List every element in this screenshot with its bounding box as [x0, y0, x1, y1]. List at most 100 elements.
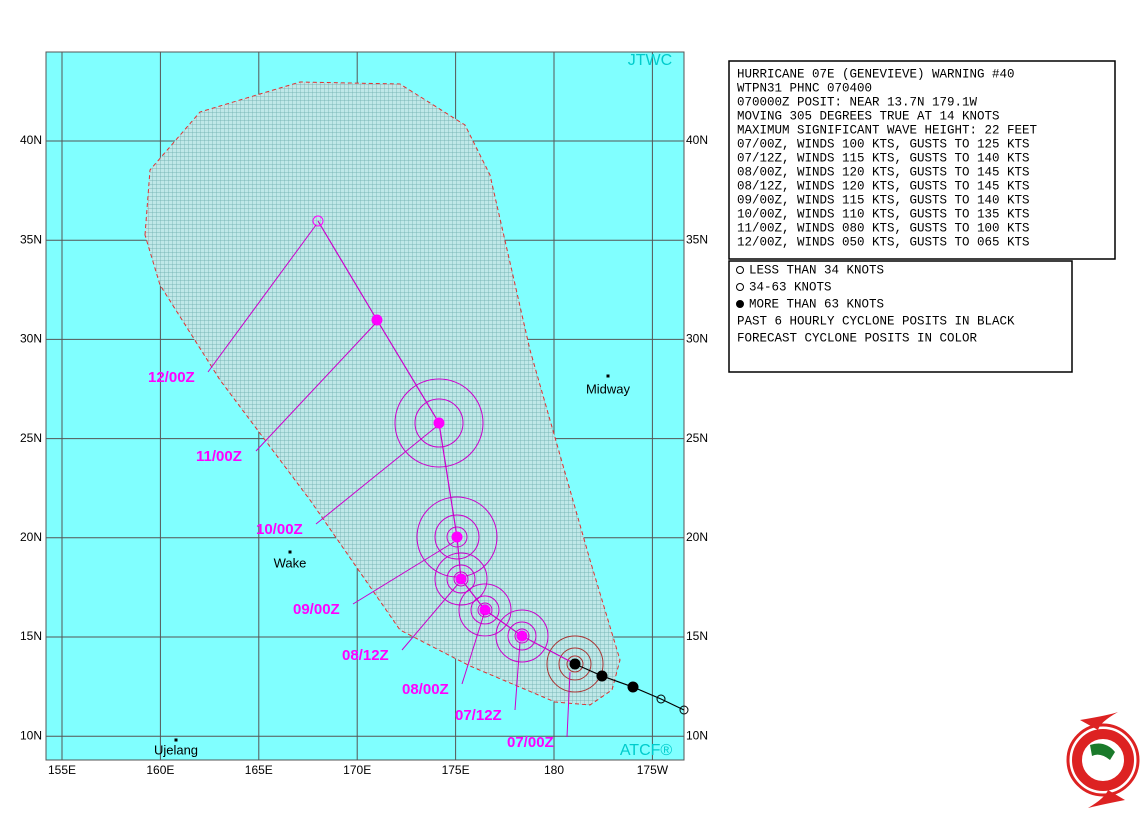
- place-label: Ujelang: [154, 742, 198, 757]
- info: HURRICANE 07E (GENEVIEVE) WARNING #40WTP…: [736, 67, 1038, 345]
- wind-radius: [434, 552, 488, 606]
- wind-radius: [477, 602, 493, 618]
- wind-radius: [453, 571, 469, 587]
- forecast-label: 07/12Z: [455, 707, 502, 724]
- lat-label: 30N: [20, 332, 42, 346]
- wind-radius: [546, 635, 604, 693]
- lat-label: 10N: [686, 728, 708, 742]
- wind-radius: [458, 583, 512, 637]
- forecast-cone: [144, 81, 621, 706]
- lon-label: 160E: [146, 763, 174, 777]
- forecast-label: 07/00Z: [507, 734, 554, 751]
- wind-radius: [414, 398, 464, 448]
- forecast-position: [312, 215, 324, 227]
- lat-label: 25N: [686, 431, 708, 445]
- lon-label: 165E: [245, 763, 273, 777]
- place-label: Midway: [586, 381, 631, 396]
- lat-label: 20N: [20, 530, 42, 544]
- lat-label: 25N: [20, 431, 42, 445]
- label-leader: [401, 583, 459, 651]
- legend-symbol: [736, 283, 744, 291]
- forecast-label: 11/00Z: [196, 448, 242, 465]
- warning-line: 07/00Z, WINDS 100 KTS, GUSTS TO 125 KTS: [737, 137, 1030, 151]
- place-marker: [606, 374, 610, 378]
- lat-label: 10N: [20, 728, 42, 742]
- warning-line: 11/00Z, WINDS 080 KTS, GUSTS TO 100 KTS: [737, 221, 1030, 235]
- lat-label: 40N: [686, 133, 708, 147]
- lat-label: 20N: [686, 530, 708, 544]
- warning-line: 08/00Z, WINDS 120 KTS, GUSTS TO 145 KTS: [737, 165, 1030, 179]
- forecast-position: [371, 314, 383, 326]
- forecast-label: 12/00Z: [148, 369, 195, 386]
- legend-line: MORE THAN 63 KNOTS: [749, 297, 884, 311]
- wind-radius: [507, 621, 537, 651]
- past-position: [679, 705, 689, 715]
- lat-label: 40N: [20, 133, 42, 147]
- wind-radius: [558, 647, 592, 681]
- place-marker: [288, 550, 292, 554]
- wind-radius: [434, 514, 480, 560]
- legend-line: FORECAST CYCLONE POSITS IN COLOR: [737, 331, 978, 345]
- warning-line: 070000Z POSIT: NEAR 13.7N 179.1W: [737, 95, 978, 109]
- lat-label: 30N: [686, 332, 708, 346]
- warning-line: 12/00Z, WINDS 050 KTS, GUSTS TO 065 KTS: [737, 235, 1030, 249]
- warning-line: 07/12Z, WINDS 115 KTS, GUSTS TO 140 KTS: [737, 151, 1030, 165]
- label-leader: [514, 641, 521, 711]
- warning-line: 08/12Z, WINDS 120 KTS, GUSTS TO 145 KTS: [737, 179, 1030, 193]
- wind-radius: [470, 595, 500, 625]
- label-leader: [315, 426, 437, 525]
- label-leader: [566, 671, 571, 738]
- forecast-label: 10/00Z: [256, 521, 303, 538]
- lon-label: 175E: [442, 763, 470, 777]
- warning-line: MAXIMUM SIGNIFICANT WAVE HEIGHT: 22 FEET: [737, 123, 1038, 137]
- legend-line: 34-63 KNOTS: [749, 280, 832, 294]
- lat-label: 35N: [686, 232, 708, 246]
- label-leader: [461, 613, 485, 685]
- warning-line: 10/00Z, WINDS 110 KTS, GUSTS TO 135 KTS: [737, 207, 1030, 221]
- legend-box: [728, 260, 1073, 373]
- label-leader: [255, 323, 376, 452]
- system: ATCF®: [620, 742, 673, 759]
- label-leader: [352, 541, 455, 605]
- forecast-position: [479, 604, 491, 616]
- logo: [1066, 712, 1140, 808]
- forecast-label: 08/12Z: [342, 647, 389, 664]
- warning-box: [728, 60, 1116, 260]
- past-position: [656, 694, 666, 704]
- lon-label: 175W: [637, 763, 669, 777]
- place-marker: [174, 738, 178, 742]
- lon-label: 180: [544, 763, 564, 777]
- forecast-label: 08/00Z: [402, 681, 449, 698]
- past-position: [627, 681, 639, 693]
- wind-radius: [394, 378, 484, 468]
- agency: JTWC: [628, 52, 672, 69]
- legend-symbol: [736, 266, 744, 274]
- legend-line: LESS THAN 34 KNOTS: [749, 263, 884, 277]
- wind-radius: [514, 628, 530, 644]
- forecast-track: [317, 220, 576, 665]
- legend-symbol: [736, 300, 744, 308]
- lat-label: 15N: [686, 629, 708, 643]
- lon-label: 170E: [343, 763, 371, 777]
- lat-label: 35N: [20, 232, 42, 246]
- forecast-position: [455, 573, 467, 585]
- forecast-label: 09/00Z: [293, 601, 340, 618]
- past-position: [569, 658, 581, 670]
- wind-radius: [446, 564, 476, 594]
- past-position: [596, 670, 608, 682]
- lat-label: 15N: [20, 629, 42, 643]
- warning-line: HURRICANE 07E (GENEVIEVE) WARNING #40: [737, 67, 1015, 81]
- wind-radius: [446, 526, 468, 548]
- legend-line: PAST 6 HOURLY CYCLONE POSITS IN BLACK: [737, 314, 1015, 328]
- forecast-position: [433, 417, 445, 429]
- wind-radius: [495, 609, 549, 663]
- track: 07/00Z 07/12Z 08/00Z 08/12Z 09/00Z 10/00Z 11/0…: [148, 215, 689, 751]
- label-leader: [207, 224, 317, 373]
- warning-line: 09/00Z, WINDS 115 KTS, GUSTS TO 140 KTS: [737, 193, 1030, 207]
- forecast-position: [516, 630, 528, 642]
- warning-line: WTPN31 PHNC 070400: [737, 81, 872, 95]
- forecast-position: [451, 531, 463, 543]
- place-label: Wake: [274, 555, 307, 570]
- wind-radius: [566, 655, 584, 673]
